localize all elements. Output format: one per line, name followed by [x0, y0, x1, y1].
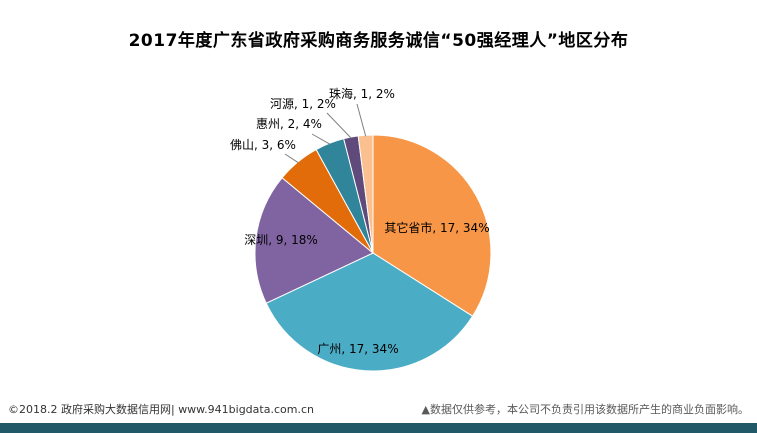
- chart-title: 2017年度广东省政府采购商务服务诚信“50强经理人”地区分布: [128, 31, 629, 51]
- footer-source: ©2018.2 政府采购大数据信用网| www.941bigdata.com.c…: [8, 403, 314, 416]
- bottom-accent-bar: [0, 423, 757, 433]
- pie-data-label: 深圳, 9, 18%: [244, 233, 318, 247]
- pie-data-label: 珠海, 1, 2%: [329, 86, 395, 101]
- pie-slice-1: [372, 134, 492, 317]
- pie-data-label: 佛山, 3, 6%: [230, 138, 296, 152]
- pie-data-label: 惠州, 2, 4%: [256, 117, 322, 131]
- pie-data-label: 广州, 17, 34%: [317, 342, 398, 356]
- pie-slice-3: [254, 177, 374, 304]
- label-leader-line: [326, 112, 352, 139]
- label-leader-line: [356, 103, 367, 137]
- pie-data-label: 河源, 1, 2%: [270, 97, 336, 111]
- pie-slice-2: [265, 252, 474, 372]
- footer-disclaimer: ▲数据仅供参考，本公司不负责引用该数据所产生的商业负面影响。: [421, 403, 749, 416]
- footer: ©2018.2 政府采购大数据信用网| www.941bigdata.com.c…: [8, 401, 749, 417]
- label-leader-line: [284, 153, 299, 164]
- pie-data-label: 其它省市, 17, 34%: [384, 220, 489, 235]
- label-leader-line: [311, 133, 331, 145]
